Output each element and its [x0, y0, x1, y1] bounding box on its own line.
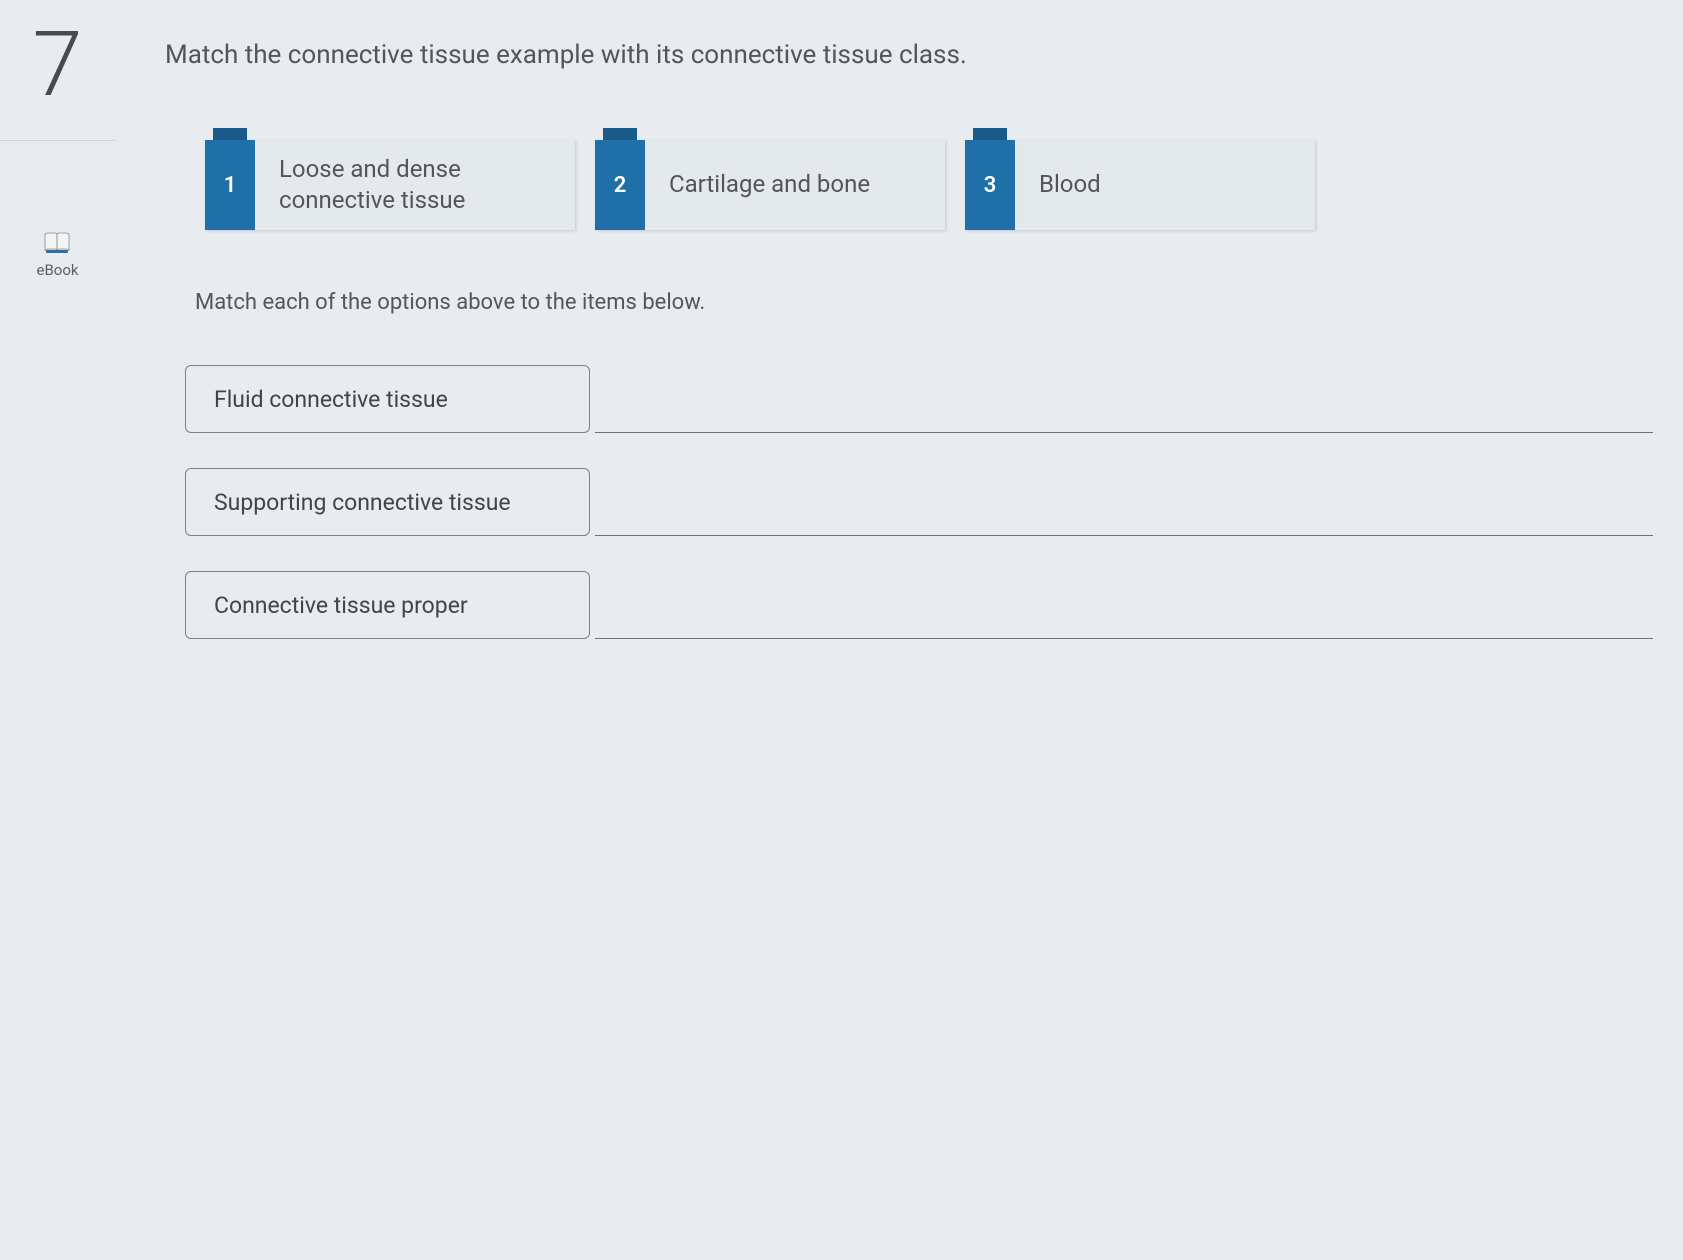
sidebar: 7 eBook	[0, 0, 115, 1260]
option-card-1[interactable]: 1 Loose and dense connective tissue	[205, 140, 575, 230]
option-label: Cartilage and bone	[645, 140, 945, 230]
option-card-2[interactable]: 2 Cartilage and bone	[595, 140, 945, 230]
target-label: Fluid connective tissue	[185, 365, 590, 433]
instruction-text: Match each of the options above to the i…	[165, 290, 1653, 315]
quiz-container: 7 eBook Match the connective tissue exam…	[0, 0, 1683, 1260]
drop-row: Connective tissue proper	[185, 571, 1653, 639]
ebook-icon	[43, 231, 71, 255]
option-number: 3	[965, 140, 1015, 230]
ebook-label: eBook	[36, 261, 78, 279]
options-row: 1 Loose and dense connective tissue 2 Ca…	[165, 140, 1653, 230]
option-card-3[interactable]: 3 Blood	[965, 140, 1315, 230]
question-text: Match the connective tissue example with…	[165, 40, 1653, 70]
option-label: Loose and dense connective tissue	[255, 140, 575, 230]
drop-zone[interactable]	[595, 365, 1653, 433]
drop-row: Fluid connective tissue	[185, 365, 1653, 433]
question-number: 7	[0, 20, 115, 141]
drop-row: Supporting connective tissue	[185, 468, 1653, 536]
ebook-button[interactable]: eBook	[36, 231, 78, 279]
main-content: Match the connective tissue example with…	[115, 0, 1683, 1260]
drop-zone[interactable]	[595, 468, 1653, 536]
option-number: 1	[205, 140, 255, 230]
drop-targets: Fluid connective tissue Supporting conne…	[165, 365, 1653, 639]
drop-zone[interactable]	[595, 571, 1653, 639]
target-label: Supporting connective tissue	[185, 468, 590, 536]
option-label: Blood	[1015, 140, 1315, 230]
target-label: Connective tissue proper	[185, 571, 590, 639]
option-number: 2	[595, 140, 645, 230]
